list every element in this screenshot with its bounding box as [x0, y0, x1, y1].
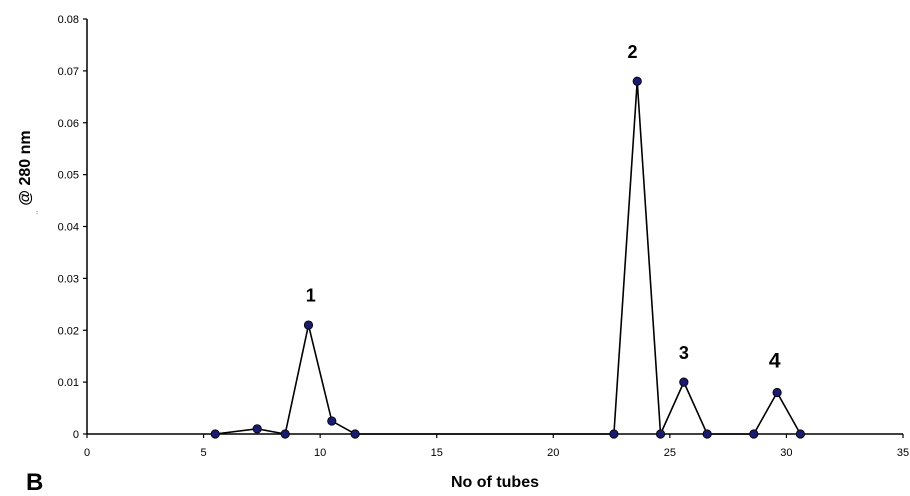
y-tick-label: 0.04: [58, 222, 79, 234]
data-point: [327, 416, 337, 426]
peak-label-4: 4: [769, 350, 781, 373]
data-point: [772, 387, 782, 398]
data-point: [795, 429, 806, 439]
data-point: [655, 429, 666, 439]
x-tick-label: 5: [201, 447, 207, 459]
y-axis-title: @ 280 nm: [17, 130, 34, 205]
y-tick-label: 0: [73, 429, 79, 441]
labels: No of tubes @ 280 nm: [17, 130, 539, 491]
peak-label-2: 2: [628, 42, 638, 62]
data-point: [350, 429, 360, 439]
peak-label-3: 3: [679, 343, 689, 363]
data-point: [702, 429, 712, 439]
x-tick-label: 15: [431, 447, 443, 459]
y-tick-label: 0.01: [58, 377, 79, 389]
data-point: [252, 424, 262, 434]
x-tick-label: 35: [897, 447, 909, 459]
x-axis-title: No of tubes: [451, 474, 539, 491]
x-tick-label: 20: [547, 447, 559, 459]
x-tick-label: 30: [780, 447, 792, 459]
y-tick-label: 0.02: [58, 325, 79, 337]
y-tick-label: 0.03: [58, 273, 79, 285]
peak-label-1: 1: [306, 286, 316, 306]
data-point: [303, 320, 314, 330]
y-tick-label: 0.06: [58, 118, 79, 130]
y-tick-label: 0.05: [58, 170, 79, 182]
data-point: [210, 429, 220, 439]
data-point: [632, 76, 642, 86]
x-tick-label: 10: [314, 447, 326, 459]
data-point: [280, 429, 290, 439]
panel-letter: B: [26, 469, 44, 496]
data-point: [749, 429, 759, 439]
y-tick-label: 0.08: [58, 14, 79, 26]
ticks: 0 0.01 0.02 0.03 0.04 0.05 0.06 0.07 0.08 0 5 10 15 2…: [58, 14, 910, 459]
series-line: [215, 81, 802, 435]
peak-annotations: 1 2 3 4: [306, 42, 781, 373]
x-tick-label: 0: [84, 447, 90, 459]
data-point: [609, 429, 619, 439]
x-tick-label: 25: [664, 447, 676, 459]
series: [210, 76, 806, 439]
y-tick-label: 0.07: [58, 66, 79, 78]
data-point: [679, 377, 689, 387]
